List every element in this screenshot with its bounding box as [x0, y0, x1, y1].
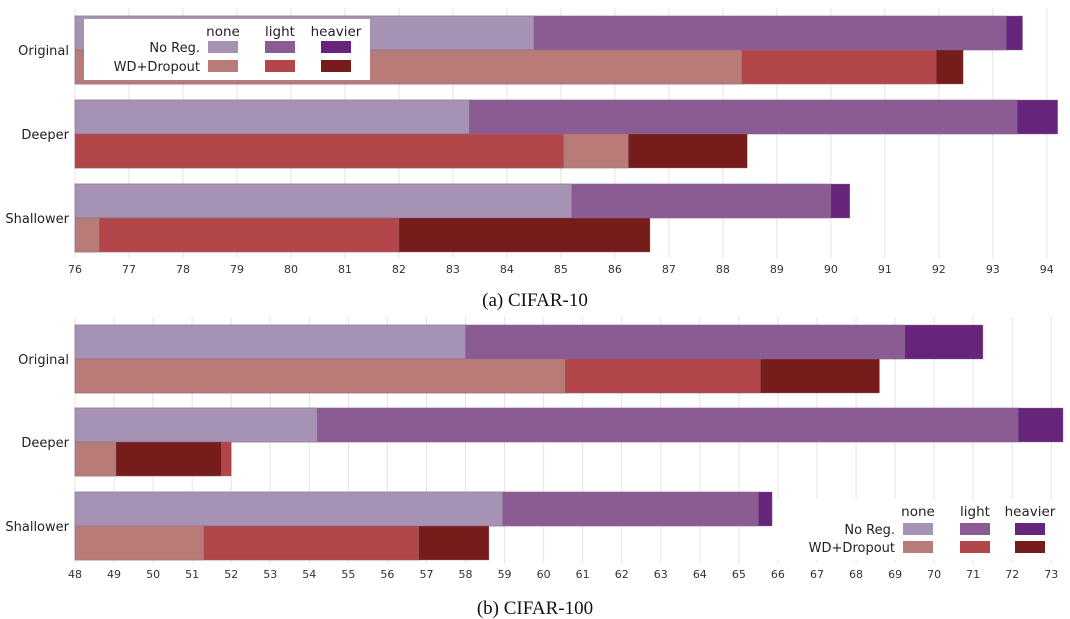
x-tick-label: 86	[608, 263, 622, 276]
x-tick-label: 85	[554, 263, 568, 276]
x-tick-label: 51	[185, 568, 199, 581]
x-tick-label: 76	[68, 263, 82, 276]
x-tick-label: 84	[500, 263, 514, 276]
legend-header-heavier: heavier	[1005, 504, 1056, 520]
x-tick-label: 73	[1044, 568, 1058, 581]
category-label-deeper: Deeper	[21, 128, 69, 143]
x-tick-label: 94	[1040, 263, 1054, 276]
legend-swatch-wd-dropout-heavier	[321, 60, 351, 72]
x-tick-label: 70	[927, 568, 941, 581]
x-tick-label: 66	[771, 568, 785, 581]
x-tick-label: 50	[146, 568, 160, 581]
x-tick-label: 54	[302, 568, 316, 581]
category-label-shallower: Shallower	[5, 212, 69, 227]
panel-cifar10: 76 77 78 79 80 81 82 83 84 85 86 87 88 89 90 91 92 93 94 Or…	[5, 8, 1058, 276]
legend-swatch-no-reg-heavier	[1015, 523, 1045, 535]
x-tick-label: 81	[338, 263, 352, 276]
legend-header-heavier: heavier	[311, 24, 362, 40]
x-tick-label: 89	[770, 263, 784, 276]
x-tick-label: 69	[888, 568, 902, 581]
x-tick-label: 77	[122, 263, 136, 276]
x-tick-label: 52	[224, 568, 238, 581]
legend-header-none: none	[206, 24, 240, 40]
legend-swatch-wd-dropout-light	[960, 541, 990, 553]
category-label-original: Original	[18, 353, 69, 368]
x-tick-label: 49	[107, 568, 121, 581]
x-tick-label: 59	[498, 568, 512, 581]
panel-cifar100: 48 49 50 51 52 53 54 55 56 57 58 59 60 61 62 63 64 65 66 67…	[5, 317, 1064, 581]
x-tick-label: 57	[419, 568, 433, 581]
legend-swatch-no-reg-light	[265, 41, 295, 53]
x-tick-label: 82	[392, 263, 406, 276]
category-label-original: Original	[18, 44, 69, 59]
x-tick-label: 71	[966, 568, 980, 581]
x-tick-label: 56	[380, 568, 394, 581]
bar-deeper-no-reg-none	[74, 407, 318, 443]
bar-shallower-wd-dropout-none	[74, 217, 100, 253]
x-tick-label: 92	[932, 263, 946, 276]
x-tick-label: 58	[459, 568, 473, 581]
x-tick-label: 68	[849, 568, 863, 581]
legend-swatch-no-reg-none	[903, 523, 933, 535]
bar-shallower-no-reg-none	[74, 491, 503, 527]
caption-cifar10: (a) CIFAR-10	[482, 290, 588, 311]
x-tick-label: 63	[654, 568, 668, 581]
x-tick-label: 67	[810, 568, 824, 581]
legend-swatch-wd-dropout-heavier	[1015, 541, 1045, 553]
bar-original-no-reg-none	[74, 324, 466, 360]
legend-swatch-no-reg-light	[960, 523, 990, 535]
category-label-deeper: Deeper	[21, 436, 69, 451]
caption-cifar100: (b) CIFAR-100	[477, 598, 593, 619]
x-tick-label: 90	[824, 263, 838, 276]
x-tick-label: 48	[68, 568, 82, 581]
x-tick-label: 55	[341, 568, 355, 581]
bar-shallower-wd-dropout-light	[74, 217, 400, 253]
bar-deeper-wd-dropout-light	[74, 133, 564, 169]
x-tick-label: 53	[263, 568, 277, 581]
legend-swatch-no-reg-none	[208, 41, 238, 53]
x-tick-label: 79	[230, 263, 244, 276]
x-tick-label: 91	[878, 263, 892, 276]
x-tick-label: 80	[284, 263, 298, 276]
legend-header-light: light	[960, 504, 990, 520]
bar-original-wd-dropout-none	[74, 358, 566, 394]
bar-deeper-wd-dropout-none	[74, 441, 117, 477]
legend-row-no-reg: No Reg.	[844, 523, 895, 538]
x-tick-label: 78	[176, 263, 190, 276]
legend-header-none: none	[901, 504, 935, 520]
legend-swatch-wd-dropout-none	[903, 541, 933, 553]
x-tick-label: 87	[662, 263, 676, 276]
x-tick-label: 83	[446, 263, 460, 276]
legend-row-no-reg: No Reg.	[149, 41, 200, 56]
x-tick-label: 65	[732, 568, 746, 581]
x-tick-label: 64	[693, 568, 707, 581]
legend-row-wd-dropout: WD+Dropout	[114, 60, 200, 75]
x-tick-label: 60	[537, 568, 551, 581]
legend-header-light: light	[265, 24, 295, 40]
legend-swatch-wd-dropout-light	[265, 60, 295, 72]
x-tick-label: 88	[716, 263, 730, 276]
legend-swatch-no-reg-heavier	[321, 41, 351, 53]
bar-shallower-wd-dropout-none	[74, 525, 205, 561]
legend-swatch-wd-dropout-none	[208, 60, 238, 72]
legend-row-wd-dropout: WD+Dropout	[809, 541, 895, 556]
x-tick-label: 62	[615, 568, 629, 581]
bar-deeper-no-reg-none	[74, 99, 470, 135]
x-tick-label: 61	[576, 568, 590, 581]
bar-shallower-no-reg-none	[74, 183, 572, 219]
x-tick-label: 93	[986, 263, 1000, 276]
category-label-shallower: Shallower	[5, 520, 69, 535]
x-tick-label: 72	[1005, 568, 1019, 581]
